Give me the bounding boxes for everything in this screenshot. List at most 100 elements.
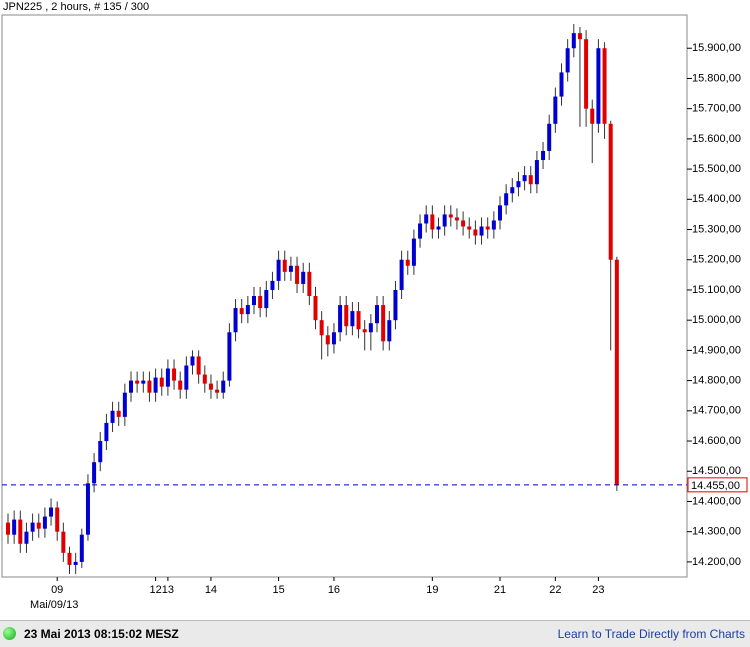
last-price-box xyxy=(687,477,748,493)
candle-body xyxy=(270,280,275,290)
candle-body xyxy=(129,380,133,393)
candle-body xyxy=(553,96,558,124)
candle-body xyxy=(153,377,158,393)
candle-body xyxy=(215,389,220,393)
promo-link[interactable]: Learn to Trade Directly from Charts xyxy=(557,627,745,641)
candle-body xyxy=(602,48,607,124)
y-tick-label: 14.300,00 xyxy=(692,526,741,538)
candle-body xyxy=(571,33,576,49)
candle-body xyxy=(356,311,361,330)
candle-body xyxy=(55,507,60,532)
candle-body xyxy=(418,223,423,239)
y-tick-label: 14.500,00 xyxy=(692,465,741,477)
candle-body xyxy=(135,380,140,384)
candle-body xyxy=(325,335,330,345)
candle-body xyxy=(405,259,410,266)
candle-body xyxy=(61,531,66,553)
y-tick-label: 15.400,00 xyxy=(692,193,741,205)
x-tick-label: 16 xyxy=(328,584,340,596)
candle-body xyxy=(510,187,515,194)
y-tick-label: 14.600,00 xyxy=(692,435,741,447)
candle-body xyxy=(350,311,355,327)
candle-body xyxy=(491,220,496,230)
y-tick-label: 15.600,00 xyxy=(692,133,741,145)
candle-body xyxy=(79,534,84,562)
chart-title: JPN225 , 2 hours, # 135 / 300 xyxy=(3,1,149,13)
candle-body xyxy=(454,217,459,221)
x-tick-label: 19 xyxy=(426,584,438,596)
candle-body xyxy=(282,259,287,272)
candle-body xyxy=(498,205,502,221)
candle-body xyxy=(233,308,238,333)
y-tick-label: 15.500,00 xyxy=(692,163,741,175)
candle-body xyxy=(245,305,250,315)
x-tick-label: 13 xyxy=(162,584,174,596)
candle-body xyxy=(239,308,244,315)
candle-body xyxy=(516,181,521,188)
candle-body xyxy=(307,271,312,296)
candle-body xyxy=(504,193,509,206)
x-tick-label: 14 xyxy=(205,584,217,596)
footer: 23 Mai 2013 08:15:02 MESZ Learn to Trade… xyxy=(0,620,750,647)
candle-body xyxy=(36,522,41,529)
candle-body xyxy=(534,160,539,185)
candle-body xyxy=(584,39,589,109)
candle-body xyxy=(116,410,121,417)
candle-body xyxy=(485,226,490,230)
candle-body xyxy=(448,214,453,218)
y-tick-label: 14.800,00 xyxy=(692,375,741,387)
candle-body xyxy=(196,356,201,375)
candle-body xyxy=(344,305,349,327)
y-tick-label: 14.400,00 xyxy=(692,495,741,507)
candle-body xyxy=(541,150,546,161)
date-label: Mai/09/13 xyxy=(30,599,78,611)
candle-body xyxy=(110,410,115,423)
x-tick-label: 09 xyxy=(51,584,63,596)
candle-body xyxy=(276,259,281,281)
candle-body xyxy=(559,72,564,97)
candle-body xyxy=(73,561,78,565)
y-tick-label: 15.800,00 xyxy=(692,72,741,84)
candle-body xyxy=(184,365,189,390)
candle-body xyxy=(202,374,207,384)
candle-body xyxy=(547,123,552,151)
y-tick-label: 14.200,00 xyxy=(692,556,741,568)
candle-body xyxy=(338,305,343,333)
candle-body xyxy=(473,229,478,236)
candle-body xyxy=(467,226,472,230)
candle-body xyxy=(368,323,373,333)
candle-body xyxy=(375,305,379,324)
plot-frame xyxy=(1,14,688,578)
candle-body xyxy=(165,368,170,387)
candle-body xyxy=(98,441,103,463)
x-tick-label: 21 xyxy=(494,584,506,596)
candle-body xyxy=(30,522,35,532)
last-price-label: 14.455,00 xyxy=(691,480,740,492)
candle-body xyxy=(24,531,29,544)
candle-body xyxy=(614,259,619,485)
status-icon xyxy=(3,627,16,640)
y-tick-label: 15.300,00 xyxy=(692,223,741,235)
candle-body xyxy=(159,377,164,387)
candle-body xyxy=(104,422,109,442)
candle-body xyxy=(528,175,533,185)
candle-body xyxy=(565,48,570,73)
x-tick-label: 12 xyxy=(149,584,161,596)
candle-body xyxy=(172,368,177,381)
y-tick-label: 15.200,00 xyxy=(692,254,741,266)
chart: JPN225 , 2 hours, # 135 / 300 14.200,00 1… xyxy=(1,1,748,611)
candle-body xyxy=(436,226,441,230)
candle-body xyxy=(122,392,127,417)
candle-body xyxy=(295,265,300,284)
candle-body xyxy=(522,175,527,182)
timestamp: 23 Mai 2013 08:15:02 MESZ xyxy=(24,627,179,641)
candle-body xyxy=(399,259,404,290)
candle-body xyxy=(92,462,97,484)
candle-body xyxy=(381,305,386,342)
candle-body xyxy=(288,265,293,272)
candle-body xyxy=(190,356,195,366)
y-tick-label: 14.900,00 xyxy=(692,344,741,356)
candle-body xyxy=(577,33,582,40)
candle-body xyxy=(208,383,213,390)
candle-body xyxy=(85,483,90,535)
